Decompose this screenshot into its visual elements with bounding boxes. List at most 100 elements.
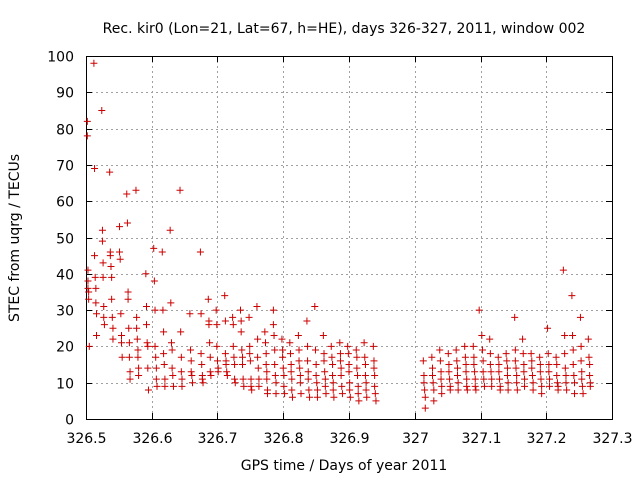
- data-point-plus: [304, 375, 312, 383]
- data-point-plus: [586, 371, 594, 379]
- data-point-plus: [480, 375, 488, 383]
- data-point-plus: [370, 357, 378, 365]
- y-tick-label: 10: [56, 377, 74, 393]
- data-point-plus: [238, 346, 246, 354]
- data-point-plus: [578, 368, 586, 376]
- data-point-plus: [253, 302, 261, 310]
- data-point-plus: [454, 379, 462, 387]
- data-point-plus: [311, 346, 319, 354]
- data-point-plus: [108, 273, 116, 281]
- data-point-plus: [223, 368, 231, 376]
- data-point-plus: [297, 390, 305, 398]
- data-point-plus: [100, 313, 108, 321]
- data-point-plus: [577, 357, 585, 365]
- x-tick-label: 326.7: [197, 431, 237, 447]
- data-point-plus: [280, 371, 288, 379]
- data-point-plus: [319, 332, 327, 340]
- data-point-plus: [108, 295, 116, 303]
- data-point-plus: [177, 328, 185, 336]
- data-point-plus: [278, 335, 286, 343]
- data-point-plus: [304, 368, 312, 376]
- data-point-plus: [453, 371, 461, 379]
- data-point-plus: [83, 132, 91, 140]
- data-point-plus: [231, 375, 239, 383]
- data-point-plus: [521, 382, 529, 390]
- data-point-plus: [436, 346, 444, 354]
- data-point-plus: [546, 375, 554, 383]
- data-point-plus: [446, 386, 454, 394]
- data-point-plus: [503, 371, 511, 379]
- data-point-plus: [237, 328, 245, 336]
- data-point-plus: [135, 371, 143, 379]
- data-point-plus: [221, 350, 229, 358]
- data-point-plus: [166, 226, 174, 234]
- data-point-plus: [536, 361, 544, 369]
- data-point-plus: [304, 357, 312, 365]
- data-point-plus: [504, 379, 512, 387]
- data-point-plus: [538, 382, 546, 390]
- data-point-plus: [487, 368, 495, 376]
- data-point-plus: [84, 277, 92, 285]
- data-point-plus: [100, 321, 108, 329]
- data-point-plus: [229, 313, 237, 321]
- data-point-plus: [169, 382, 177, 390]
- data-point-plus: [288, 386, 296, 394]
- data-point-plus: [133, 313, 141, 321]
- data-point-plus: [329, 371, 337, 379]
- data-point-plus: [354, 390, 362, 398]
- data-point-plus: [152, 353, 160, 361]
- data-point-plus: [352, 346, 360, 354]
- data-point-plus: [569, 361, 577, 369]
- data-point-plus: [536, 353, 544, 361]
- data-point-plus: [247, 382, 255, 390]
- data-point-plus: [336, 357, 344, 365]
- data-point-plus: [142, 302, 150, 310]
- data-point-plus: [296, 379, 304, 387]
- data-point-plus: [158, 248, 166, 256]
- data-point-plus: [471, 375, 479, 383]
- data-point-plus: [286, 339, 294, 347]
- data-point-plus: [311, 302, 319, 310]
- data-point-plus: [125, 353, 133, 361]
- data-point-plus: [486, 350, 494, 358]
- data-point-plus: [306, 393, 314, 401]
- data-point-plus: [428, 353, 436, 361]
- data-point-plus: [279, 346, 287, 354]
- data-point-plus: [360, 339, 368, 347]
- data-point-plus: [177, 353, 185, 361]
- data-point-plus: [553, 379, 561, 387]
- data-point-plus: [445, 361, 453, 369]
- data-point-plus: [420, 371, 428, 379]
- data-point-plus: [437, 375, 445, 383]
- data-point-plus: [98, 226, 106, 234]
- data-point-plus: [495, 368, 503, 376]
- data-point-plus: [322, 390, 330, 398]
- data-point-plus: [160, 361, 168, 369]
- data-point-plus: [254, 353, 262, 361]
- x-tick-label: 326.6: [132, 431, 172, 447]
- data-point-plus: [320, 357, 328, 365]
- data-point-plus: [529, 379, 537, 387]
- data-point-plus: [229, 342, 237, 350]
- data-point-plus: [554, 386, 562, 394]
- data-point-plus: [107, 263, 115, 271]
- data-point-plus: [133, 324, 141, 332]
- data-point-plus: [337, 364, 345, 372]
- data-point-plus: [144, 386, 152, 394]
- data-point-plus: [169, 371, 177, 379]
- data-point-plus: [313, 393, 321, 401]
- chart-title: Rec. kir0 (Lon=21, Lat=67, h=HE), days 3…: [103, 21, 586, 37]
- data-point-plus: [371, 390, 379, 398]
- data-point-plus: [438, 382, 446, 390]
- data-point-plus: [118, 353, 126, 361]
- data-point-plus: [221, 292, 229, 300]
- data-point-plus: [281, 390, 289, 398]
- data-point-plus: [132, 186, 140, 194]
- data-point-plus: [561, 364, 569, 372]
- data-point-plus: [479, 357, 487, 365]
- data-point-plus: [168, 346, 176, 354]
- data-point-plus: [345, 368, 353, 376]
- data-point-plus: [123, 190, 131, 198]
- data-point-plus: [354, 371, 362, 379]
